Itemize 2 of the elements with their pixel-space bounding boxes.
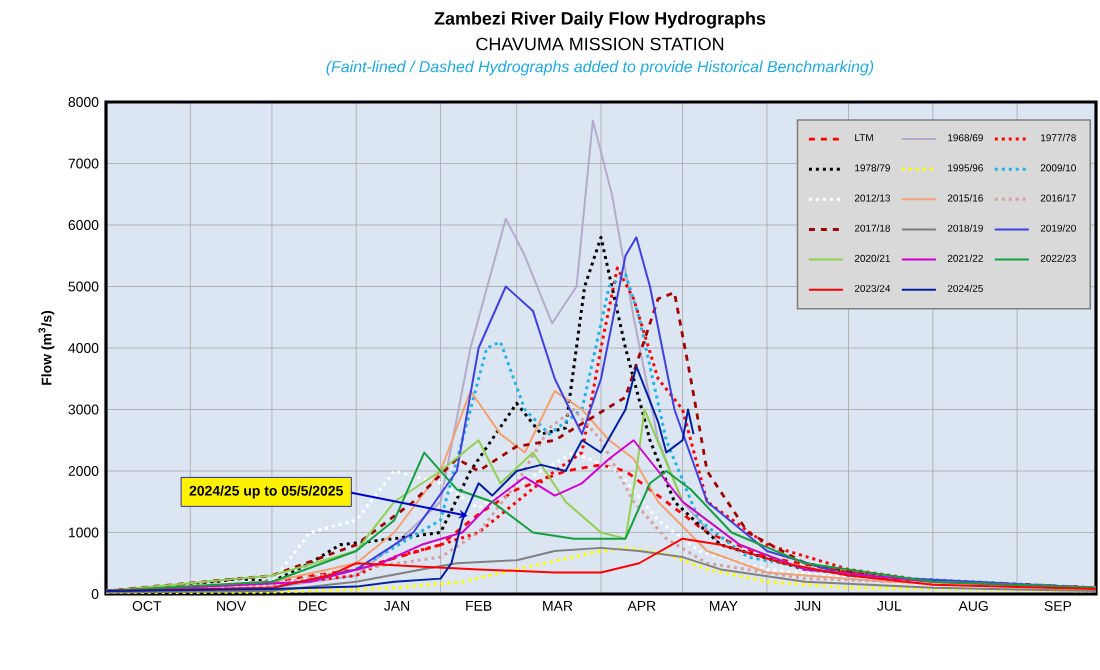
chart-subtitle: CHAVUMA MISSION STATION: [476, 37, 724, 51]
chart-title: Zambezi River Daily Flow Hydrographs: [434, 11, 766, 29]
